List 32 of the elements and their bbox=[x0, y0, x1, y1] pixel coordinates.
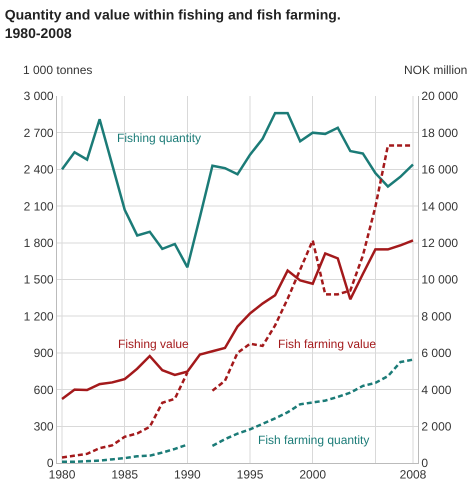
chart-title: Quantity and value within fishing and fish farming. 1980-2008 bbox=[4, 6, 341, 41]
series-label: Fishing value bbox=[118, 337, 190, 351]
y2-tick-label: 16 000 bbox=[421, 162, 458, 177]
line-series bbox=[60, 112, 414, 269]
series-label: Fish farming quantity bbox=[258, 433, 370, 447]
y2-tick-label: 20 000 bbox=[421, 89, 458, 104]
y2-tick-label: 6 000 bbox=[421, 346, 452, 360]
y2-tick-label: 2 000 bbox=[421, 420, 452, 434]
y2-axis-title: NOK million bbox=[404, 63, 468, 77]
y-tick-label: 600 bbox=[34, 382, 54, 397]
y-axis-title: 1 000 tonnes bbox=[23, 63, 92, 77]
series-label: Fishing quantity bbox=[117, 131, 202, 145]
y2-tick-label: 4 000 bbox=[421, 382, 452, 397]
y-tick-label: 3 000 bbox=[24, 89, 54, 104]
y-tick-label: 2 400 bbox=[24, 162, 54, 177]
y-tick-label: 1 500 bbox=[24, 272, 54, 287]
y-tick-label: 1 200 bbox=[24, 309, 54, 324]
series-label: Fish farming value bbox=[278, 337, 376, 351]
y2-tick-label: 12 000 bbox=[421, 236, 458, 250]
y2-tick-label: 14 000 bbox=[421, 199, 458, 214]
y-tick-label: 300 bbox=[34, 420, 54, 434]
x-tick-label: 2000 bbox=[299, 467, 326, 482]
y-tick-label: 900 bbox=[34, 346, 54, 360]
x-tick-label: 1995 bbox=[236, 467, 264, 482]
x-tick-label: 1985 bbox=[111, 467, 138, 482]
y-tick-label: 2 700 bbox=[24, 126, 54, 140]
y-tick-label: 2 100 bbox=[24, 199, 54, 214]
y-tick-label: 1 800 bbox=[24, 236, 54, 250]
y2-tick-label: 8 000 bbox=[421, 309, 452, 324]
y2-tick-label: 10 000 bbox=[421, 272, 458, 287]
y2-tick-label: 18 000 bbox=[421, 126, 458, 140]
x-tick-label: 1990 bbox=[174, 467, 202, 482]
